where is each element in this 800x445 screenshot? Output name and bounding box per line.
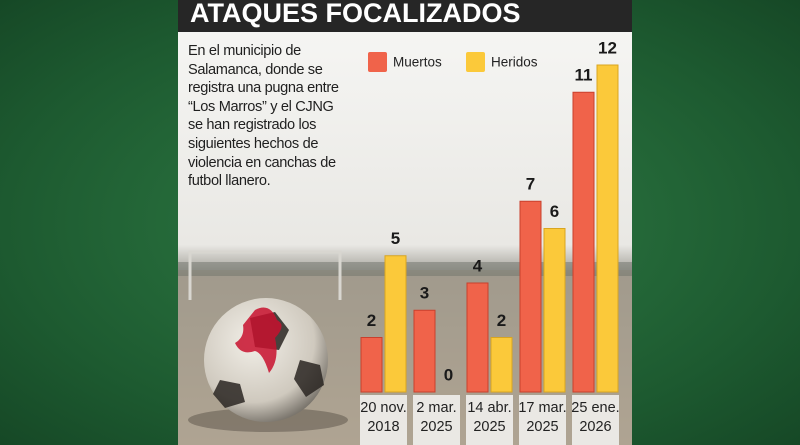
goal bbox=[188, 250, 342, 300]
x-tick-label: 14 abr. 2025 bbox=[467, 400, 511, 435]
title-bar bbox=[178, 0, 632, 32]
legend-label: Muertos bbox=[393, 55, 442, 70]
data-label: 2 bbox=[367, 311, 376, 330]
data-label: 6 bbox=[550, 202, 559, 221]
bar bbox=[519, 200, 542, 393]
x-tick-line: 14 abr. bbox=[467, 400, 511, 416]
bar bbox=[413, 309, 436, 393]
label-panel bbox=[466, 395, 513, 445]
x-tick-line: 2025 bbox=[473, 419, 505, 435]
legend-swatch bbox=[466, 52, 485, 72]
x-tick-line: 17 mar. bbox=[518, 400, 566, 416]
bar bbox=[384, 255, 407, 393]
data-label: 2 bbox=[497, 311, 506, 330]
bar bbox=[596, 64, 619, 393]
bar bbox=[490, 337, 513, 393]
data-label: 7 bbox=[526, 175, 535, 194]
label-panel bbox=[572, 395, 619, 445]
data-label: 3 bbox=[420, 284, 429, 303]
x-tick-line: 2025 bbox=[420, 419, 452, 435]
label-panel bbox=[360, 395, 407, 445]
x-tick-line: 20 nov. bbox=[360, 400, 407, 416]
data-label: 5 bbox=[391, 229, 400, 248]
bar bbox=[543, 228, 566, 393]
x-tick-line: 2026 bbox=[579, 419, 611, 435]
description: En el municipio de Salamanca, donde se r… bbox=[188, 43, 339, 190]
x-tick-label: 2 mar. 2025 bbox=[416, 400, 456, 435]
bar bbox=[572, 91, 595, 393]
chart-title: ATAQUES FOCALIZADOS bbox=[190, 0, 521, 28]
data-label: 12 bbox=[598, 38, 617, 57]
data-label: 11 bbox=[575, 66, 593, 85]
data-label: 0 bbox=[444, 365, 453, 384]
bar bbox=[466, 282, 489, 393]
blood-stain bbox=[235, 307, 282, 373]
x-tick-line: 2018 bbox=[367, 419, 399, 435]
x-tick-label: 17 mar. 2025 bbox=[518, 400, 566, 435]
label-panel bbox=[519, 395, 566, 445]
data-label: 4 bbox=[473, 256, 483, 275]
legend-swatch bbox=[368, 52, 387, 72]
x-tick-label: 20 nov. 2018 bbox=[360, 400, 407, 435]
x-tick-line: 2 mar. bbox=[416, 400, 456, 416]
x-tick-line: 25 ene. bbox=[571, 400, 619, 416]
label-panel bbox=[413, 395, 460, 445]
legend-label: Heridos bbox=[491, 55, 538, 70]
x-tick-label: 25 ene. 2026 bbox=[571, 400, 619, 435]
x-tick-line: 2025 bbox=[526, 419, 558, 435]
bar bbox=[360, 337, 383, 393]
